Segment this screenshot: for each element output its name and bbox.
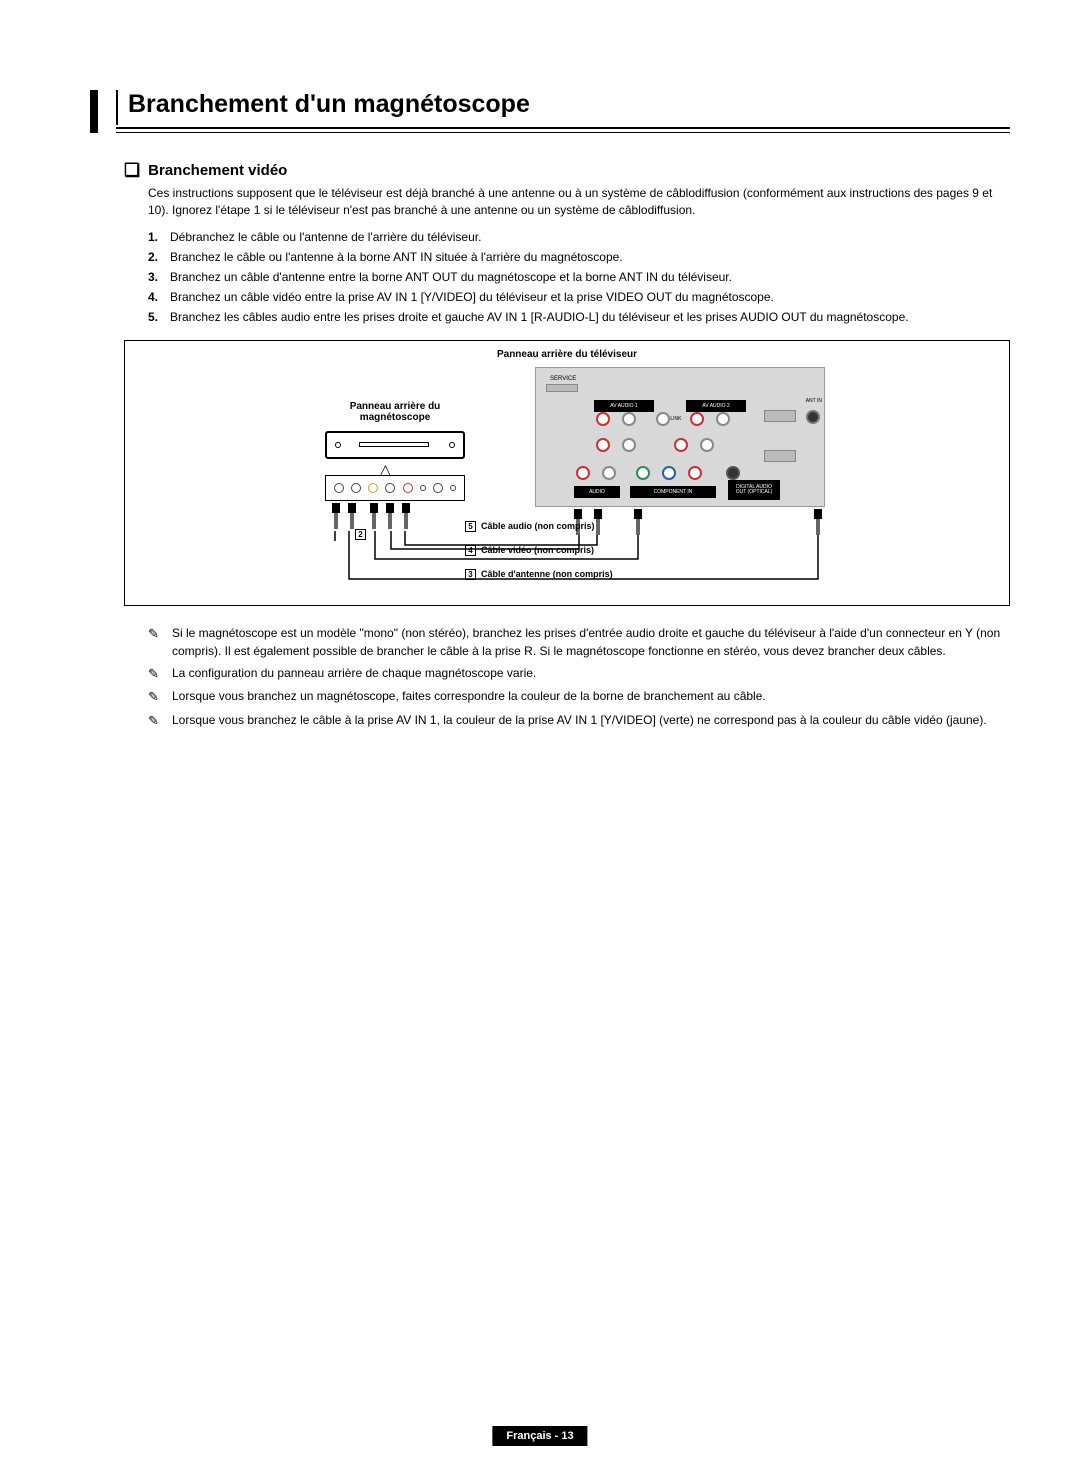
step-text: Branchez les câbles audio entre les pris… bbox=[170, 308, 909, 326]
notes-block: ✎ Si le magnétoscope est un modèle "mono… bbox=[148, 624, 1010, 731]
legend-row: 4 Câble vidéo (non compris) bbox=[465, 545, 594, 556]
note-item: ✎ Si le magnétoscope est un modèle "mono… bbox=[148, 624, 1010, 660]
note-icon: ✎ bbox=[148, 711, 164, 731]
legend-number: 5 bbox=[465, 521, 476, 532]
legend-row: 3 Câble d'antenne (non compris) bbox=[465, 569, 613, 580]
note-icon: ✎ bbox=[148, 624, 164, 660]
steps-list: 1. Débranchez le câble ou l'antenne de l'… bbox=[148, 228, 1010, 326]
step-text: Branchez un câble vidéo entre la prise A… bbox=[170, 288, 774, 306]
legend-text: Câble audio (non compris) bbox=[481, 521, 595, 531]
connection-diagram: Panneau arrière du téléviseur Panneau ar… bbox=[124, 340, 1010, 606]
note-text: Lorsque vous branchez le câble à la pris… bbox=[172, 711, 987, 731]
step-number: 4. bbox=[148, 288, 164, 306]
step-item: 4. Branchez un câble vidéo entre la prise… bbox=[148, 288, 1010, 306]
page: Branchement d'un magnétoscope ❏ Branchem… bbox=[0, 0, 1080, 774]
legend-text: Câble d'antenne (non compris) bbox=[481, 569, 613, 579]
cable-lines bbox=[125, 341, 1025, 607]
step-item: 2. Branchez le câble ou l'antenne à la bo… bbox=[148, 248, 1010, 266]
note-item: ✎ Lorsque vous branchez un magnétoscope,… bbox=[148, 687, 1010, 707]
note-text: Si le magnétoscope est un modèle "mono" … bbox=[172, 624, 1010, 660]
step-number: 1. bbox=[148, 228, 164, 246]
section: ❏ Branchement vidéo Ces instructions sup… bbox=[124, 161, 1010, 730]
step-text: Branchez un câble d'antenne entre la bor… bbox=[170, 268, 732, 286]
note-item: ✎ La configuration du panneau arrière de… bbox=[148, 664, 1010, 684]
rule-thick bbox=[116, 127, 1010, 129]
note-text: La configuration du panneau arrière de c… bbox=[172, 664, 536, 684]
legend-text: Câble vidéo (non compris) bbox=[481, 545, 594, 555]
step2-marker: 2 bbox=[355, 529, 366, 540]
title-block: Branchement d'un magnétoscope bbox=[90, 90, 1010, 133]
page-footer: Français - 13 bbox=[492, 1426, 587, 1446]
note-item: ✎ Lorsque vous branchez le câble à la pr… bbox=[148, 711, 1010, 731]
step-item: 5. Branchez les câbles audio entre les pr… bbox=[148, 308, 1010, 326]
bullet-square-icon: ❏ bbox=[124, 161, 140, 179]
note-icon: ✎ bbox=[148, 687, 164, 707]
title-inner: Branchement d'un magnétoscope bbox=[116, 90, 1010, 125]
step-number: 5. bbox=[148, 308, 164, 326]
page-title: Branchement d'un magnétoscope bbox=[128, 90, 1010, 125]
note-icon: ✎ bbox=[148, 664, 164, 684]
intro-paragraph: Ces instructions supposent que le télévi… bbox=[148, 185, 1010, 220]
legend-number: 3 bbox=[465, 569, 476, 580]
step-text: Débranchez le câble ou l'antenne de l'ar… bbox=[170, 228, 481, 246]
subheading-text: Branchement vidéo bbox=[148, 162, 287, 179]
step-item: 3. Branchez un câble d'antenne entre la b… bbox=[148, 268, 1010, 286]
legend-row: 5 Câble audio (non compris) bbox=[465, 521, 595, 532]
step-number: 3. bbox=[148, 268, 164, 286]
legend-number: 4 bbox=[465, 545, 476, 556]
step-number: 2. bbox=[148, 248, 164, 266]
note-text: Lorsque vous branchez un magnétoscope, f… bbox=[172, 687, 766, 707]
step-item: 1. Débranchez le câble ou l'antenne de l'… bbox=[148, 228, 1010, 246]
step-text: Branchez le câble ou l'antenne à la born… bbox=[170, 248, 623, 266]
rule-thin bbox=[116, 132, 1010, 133]
subheading: ❏ Branchement vidéo bbox=[124, 161, 1010, 179]
